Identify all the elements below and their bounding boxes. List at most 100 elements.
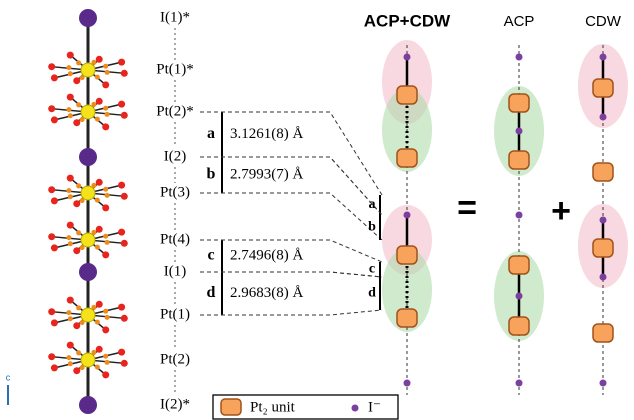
iodide — [600, 114, 607, 121]
p-atom — [95, 75, 100, 80]
p-atom — [95, 245, 100, 250]
oxygen-atom — [51, 364, 58, 371]
p-atom — [76, 305, 81, 310]
pt-atom — [81, 353, 95, 367]
distance-value: 2.7993(7) Å — [230, 166, 303, 182]
pt-atom — [81, 63, 95, 77]
oxygen-atom — [102, 81, 109, 88]
figure: I(1)*Pt(1)*Pt(2)*I(2)Pt(3)Pt(4)I(1)Pt(1)… — [0, 0, 634, 420]
p-atom — [66, 355, 71, 360]
iodide — [516, 380, 523, 387]
p-atom — [68, 71, 73, 76]
p-atom — [68, 194, 73, 199]
p-atom — [95, 117, 100, 122]
oxygen-atom — [51, 197, 58, 204]
iodine-atom — [79, 9, 97, 27]
pt2-unit — [509, 256, 529, 274]
p-atom — [76, 183, 81, 188]
distance-value: 3.1261(8) Å — [230, 126, 303, 142]
atom-label: Pt(1)* — [156, 61, 194, 77]
oxygen-atom — [96, 98, 103, 105]
p-atom — [68, 241, 73, 246]
iodine-atom — [79, 148, 97, 166]
atom-labels: I(1)*Pt(1)*Pt(2)*I(2)Pt(3)Pt(4)I(1)Pt(1)… — [156, 9, 382, 412]
oxygen-atom — [118, 349, 125, 356]
atom-label: I(2) — [164, 148, 187, 164]
p-atom — [103, 187, 108, 192]
atom-label: Pt(4) — [160, 231, 190, 247]
p-atom — [68, 113, 73, 118]
operator: + — [551, 192, 571, 230]
iodide — [600, 380, 607, 387]
iodide — [404, 212, 411, 219]
iodide — [516, 293, 523, 300]
oxygen-atom — [48, 63, 55, 70]
oxygen-atom — [102, 326, 109, 333]
atom-label: I(2)* — [160, 396, 190, 412]
oxygen-atom — [102, 371, 109, 378]
p-atom — [105, 360, 110, 365]
pt2-unit — [509, 151, 529, 169]
p-atom — [95, 365, 100, 370]
oxygen-atom — [96, 301, 103, 308]
oxygen-atom — [48, 308, 55, 315]
atom-label: Pt(1) — [160, 306, 190, 322]
p-atom — [76, 230, 81, 235]
legend-label: I⁻ — [368, 399, 381, 415]
p-atom — [66, 310, 71, 315]
oxygen-atom — [48, 353, 55, 360]
oxygen-atom — [121, 315, 128, 322]
p-atom — [103, 234, 108, 239]
p-atom — [66, 188, 71, 193]
oxygen-atom — [51, 74, 58, 81]
crystal-structure — [48, 9, 128, 414]
iodide — [404, 380, 411, 387]
oxygen-atom — [118, 304, 125, 311]
oxygen-atom — [67, 52, 74, 59]
atom-label: Pt(3) — [160, 184, 190, 200]
oxygen-atom — [96, 346, 103, 353]
oxygen-atom — [67, 342, 74, 349]
oxygen-atom — [102, 251, 109, 258]
oxygen-atom — [73, 367, 80, 374]
oxygen-atom — [118, 59, 125, 66]
oxygen-atom — [73, 247, 80, 254]
bracket-letter: b — [368, 220, 376, 235]
oxygen-atom — [73, 322, 80, 329]
p-atom — [76, 60, 81, 65]
column-title: CDW — [585, 13, 622, 30]
p-atom — [68, 316, 73, 321]
p-atom — [95, 198, 100, 203]
p-atom — [66, 235, 71, 240]
oxygen-atom — [121, 360, 128, 367]
pt2-unit — [397, 309, 417, 327]
oxygen-atom — [121, 240, 128, 247]
oxygen-atom — [118, 101, 125, 108]
p-atom — [105, 193, 110, 198]
schematic: ACP+CDWACPCDW=+ — [364, 11, 628, 395]
connector — [200, 193, 382, 240]
p-atom — [103, 64, 108, 69]
oxygen-atom — [121, 112, 128, 119]
oxygen-atom — [73, 119, 80, 126]
pt2-unit — [509, 317, 529, 335]
pt2-unit — [593, 239, 613, 257]
distance-letter: a — [207, 125, 215, 142]
connector — [200, 112, 382, 195]
pt2-unit — [397, 149, 417, 167]
operator: = — [457, 189, 477, 227]
p-atom — [66, 107, 71, 112]
oxygen-atom — [121, 193, 128, 200]
iodide — [600, 54, 607, 61]
pt2-unit — [509, 94, 529, 112]
oxygen-atom — [121, 70, 128, 77]
pt2-unit — [593, 163, 613, 181]
axis-label: c — [6, 372, 11, 382]
legend-i-swatch — [352, 405, 359, 412]
column-title: ACP+CDW — [364, 11, 451, 30]
legend-label: Pt₂ unit — [250, 399, 296, 415]
oxygen-atom — [67, 222, 74, 229]
oxygen-atom — [73, 77, 80, 84]
iodide — [516, 54, 523, 61]
p-atom — [76, 102, 81, 107]
